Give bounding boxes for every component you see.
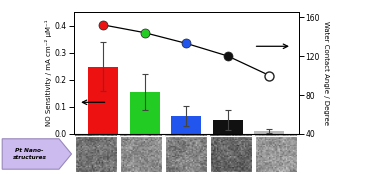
Y-axis label: Water Contact Angle / Degree: Water Contact Angle / Degree xyxy=(323,21,329,125)
Bar xyxy=(171,116,201,134)
Bar xyxy=(88,67,118,134)
Bar xyxy=(165,136,207,172)
Text: Pt Nano-
structures: Pt Nano- structures xyxy=(12,148,46,160)
Polygon shape xyxy=(2,139,71,169)
Bar xyxy=(130,92,160,134)
Bar xyxy=(254,131,285,134)
Bar xyxy=(213,120,243,134)
Bar xyxy=(210,136,252,172)
Bar xyxy=(255,136,297,172)
Bar xyxy=(120,136,162,172)
Bar xyxy=(75,136,117,172)
Y-axis label: NO Sensitivity / mA cm⁻² μM⁻¹: NO Sensitivity / mA cm⁻² μM⁻¹ xyxy=(45,20,52,126)
